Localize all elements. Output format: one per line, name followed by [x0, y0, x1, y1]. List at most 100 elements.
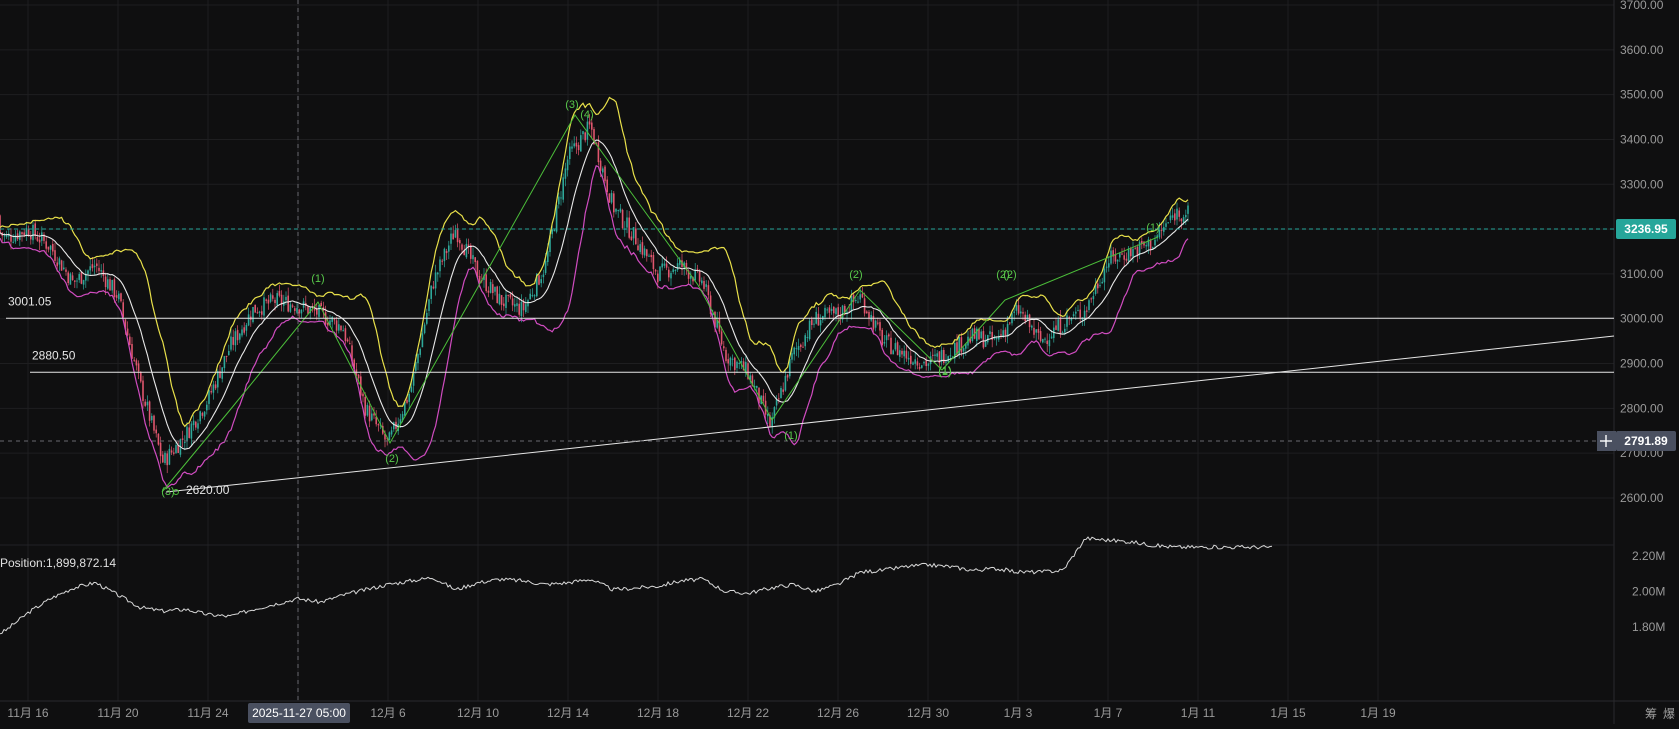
candle-body	[454, 230, 457, 238]
candle-body	[1002, 330, 1004, 337]
candle-body	[877, 322, 879, 324]
candle-body	[621, 209, 624, 229]
candle-body	[421, 333, 424, 348]
candle-body	[575, 142, 578, 147]
candle-body	[351, 345, 353, 362]
time-tick-label: 11月 20	[97, 706, 138, 720]
candle-body	[890, 337, 892, 355]
candle-body	[450, 233, 452, 244]
candle-body	[1176, 208, 1178, 220]
candle-body	[448, 245, 450, 252]
low-marker-label: 2620.00	[186, 483, 230, 497]
candle-body	[606, 179, 608, 193]
candle-body	[626, 217, 628, 228]
candle-body	[804, 335, 806, 347]
candle-body	[399, 419, 402, 424]
candle-body	[54, 250, 56, 261]
candle-body	[707, 285, 710, 296]
candle-body	[646, 249, 648, 257]
candle-body	[366, 404, 369, 416]
candle-body	[1141, 240, 1143, 244]
candle-body	[639, 244, 641, 253]
candle-body	[509, 294, 512, 298]
candle-body	[784, 375, 787, 391]
time-tick-label: 12月 30	[907, 706, 949, 720]
candle-body	[723, 346, 725, 349]
wave-label: (2)	[1003, 269, 1016, 281]
price-tick-label: 3100.00	[1620, 267, 1664, 281]
candle-body	[511, 298, 514, 306]
candle-body	[1132, 248, 1134, 257]
candle-body	[918, 366, 921, 369]
candle-body	[107, 279, 109, 289]
candle-body	[857, 301, 859, 303]
candle-body	[93, 265, 96, 268]
candle-body	[984, 341, 987, 347]
candle-body	[377, 424, 380, 426]
candle-body	[769, 415, 771, 427]
candle-body	[289, 304, 292, 312]
support-trendline[interactable]	[165, 335, 1615, 493]
candle-body	[373, 413, 375, 416]
candle-body	[1037, 328, 1040, 333]
wave-label: (1)	[311, 273, 324, 285]
time-tick-label: 12月 26	[817, 706, 859, 720]
elliott-wave-lines	[161, 114, 1159, 493]
candle-body	[58, 258, 61, 265]
candle-body	[344, 328, 347, 342]
position-axis[interactable]: 2.20M 2.00M 1.80M	[1632, 549, 1665, 634]
candle-body	[269, 294, 272, 302]
candle-body	[397, 423, 399, 431]
candle-body	[225, 355, 228, 357]
candle-body	[1020, 311, 1022, 314]
candle-body	[388, 432, 391, 441]
candle-body	[1048, 340, 1051, 347]
candle-body	[265, 299, 267, 301]
candle-body	[85, 273, 87, 281]
candle-body	[1031, 325, 1033, 328]
liquidation-button[interactable]: 爆	[1663, 707, 1676, 721]
candle-body	[254, 304, 256, 313]
candle-body	[544, 260, 547, 274]
candle-body	[221, 367, 223, 379]
candle-body	[883, 341, 886, 344]
trendline[interactable]: 2620.00	[165, 335, 1615, 497]
candle-body	[859, 294, 861, 300]
candle-body	[852, 294, 855, 302]
current-price-text: 3236.95	[1624, 222, 1668, 236]
candle-body	[533, 295, 536, 297]
candle-body	[698, 271, 701, 282]
candle-body	[157, 433, 160, 445]
chip-distribution-button[interactable]: 筹	[1645, 707, 1658, 721]
candle-body	[390, 430, 393, 435]
candle-body	[346, 339, 349, 342]
candle-body	[661, 263, 663, 268]
candle-body	[945, 361, 947, 363]
candle-body	[540, 279, 542, 284]
candle-body	[806, 336, 809, 338]
candle-body	[586, 121, 589, 140]
candle-body	[428, 299, 430, 311]
candle-body	[786, 374, 789, 378]
horizontal-levels[interactable]: 3001.05 2880.50	[6, 294, 1614, 373]
candle-body	[949, 355, 952, 357]
candle-body	[560, 197, 562, 199]
candle-body	[951, 356, 954, 358]
position-series-line	[0, 536, 1273, 635]
candle-body	[566, 159, 569, 171]
candle-body	[635, 228, 637, 245]
candle-body	[1033, 327, 1035, 335]
candle-body	[100, 270, 102, 272]
candle-body	[252, 306, 254, 323]
candle-body	[1090, 298, 1092, 300]
candle-body	[241, 329, 243, 336]
candle-body	[1167, 222, 1169, 224]
candle-body	[236, 329, 239, 341]
candle-body	[1070, 318, 1073, 321]
candle-body	[1064, 328, 1066, 333]
candle-body	[771, 417, 773, 427]
